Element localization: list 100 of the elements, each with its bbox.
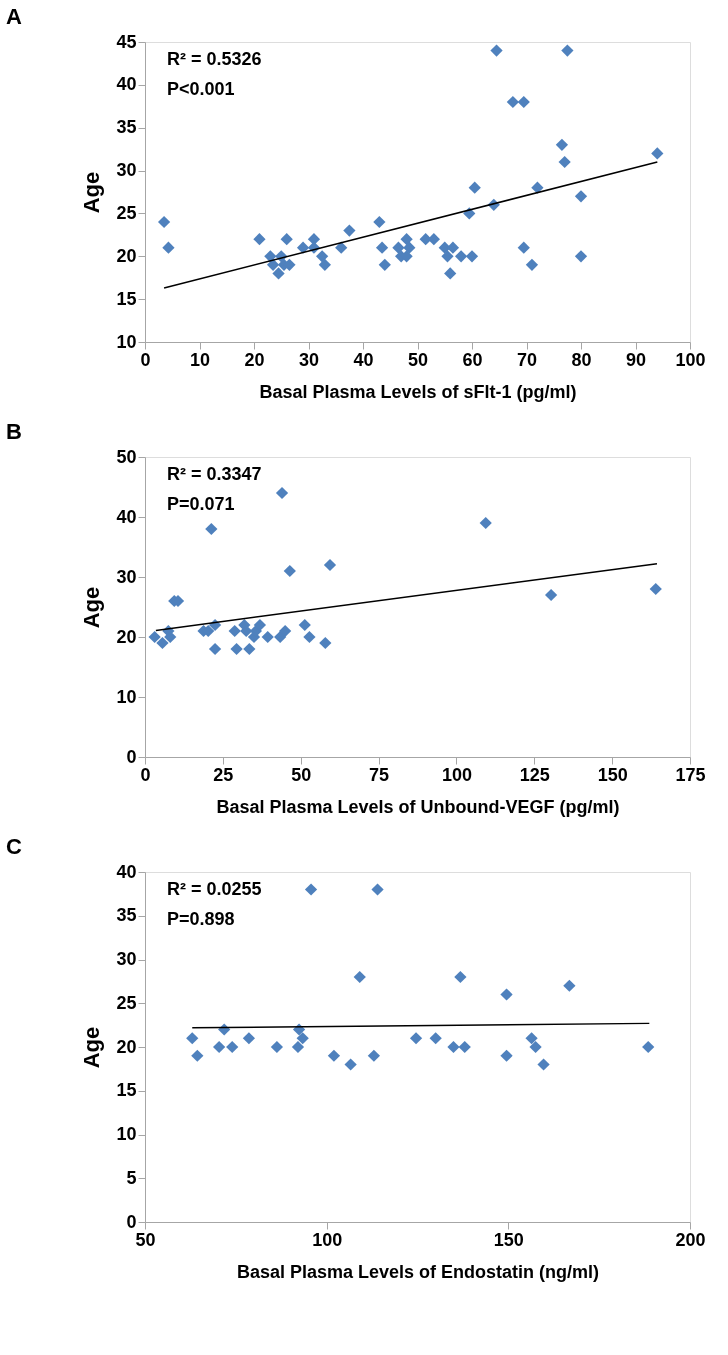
point (555, 138, 569, 151)
point (226, 1040, 239, 1054)
point (531, 181, 544, 194)
y-tick-label: 10 (116, 1124, 137, 1144)
point (441, 250, 454, 263)
point (403, 241, 416, 254)
point (409, 1032, 423, 1045)
y-tick-label: 25 (116, 202, 137, 223)
y-axis-title: Age (79, 171, 105, 214)
point (280, 233, 293, 246)
point (529, 1040, 542, 1054)
y-tick-label: 5 (126, 1167, 137, 1188)
point (327, 1049, 341, 1062)
point (561, 44, 574, 57)
point (574, 190, 588, 203)
x-tick-label: 70 (516, 349, 538, 370)
point (148, 630, 161, 644)
point (213, 1040, 226, 1054)
x-tick-label: 150 (597, 764, 628, 785)
x-tick-label: 200 (675, 1229, 706, 1250)
point (335, 241, 348, 254)
x-tick-label: 80 (571, 349, 592, 370)
point (283, 564, 296, 578)
point (296, 1032, 309, 1045)
point (642, 1040, 655, 1054)
x-tick-label: 0 (140, 764, 151, 785)
point (454, 250, 468, 263)
x-tick-label: 100 (441, 764, 472, 785)
point (344, 1058, 357, 1071)
y-axis-title: Age (79, 586, 105, 629)
chart-title: C (5, 834, 22, 859)
annotation: R² = 0.5326 (167, 49, 262, 69)
point (323, 558, 337, 572)
point (490, 44, 503, 57)
point (537, 1058, 550, 1071)
y-tick-label: 40 (116, 74, 137, 95)
x-tick-label: 60 (462, 349, 483, 370)
point (298, 618, 311, 632)
point (319, 636, 332, 650)
y-tick-label: 20 (116, 1036, 137, 1057)
point (242, 1032, 256, 1045)
point (506, 95, 519, 109)
point (558, 155, 571, 169)
point (651, 147, 664, 160)
y-tick-label: 0 (126, 746, 137, 767)
point (243, 642, 256, 656)
y-tick-label: 15 (116, 1080, 137, 1101)
x-axis-title: Basal Plasma Levels of Unbound-VEGF (pg/ml) (216, 796, 620, 817)
point (208, 642, 222, 656)
point (303, 630, 316, 644)
x-tick-label: 125 (519, 764, 550, 785)
annotation: P<0.001 (167, 79, 235, 99)
point (479, 516, 492, 530)
point (156, 636, 169, 650)
x-tick-label: 90 (625, 349, 647, 370)
point (353, 970, 366, 984)
x-tick-label: 40 (353, 349, 374, 370)
point (444, 267, 457, 280)
chart-title: B (5, 419, 22, 444)
x-tick-label: 50 (407, 349, 429, 370)
point (253, 233, 266, 246)
y-tick-label: 15 (116, 288, 137, 309)
point (191, 1049, 204, 1062)
point (446, 241, 460, 254)
y-tick-label: 20 (116, 245, 137, 266)
point (563, 979, 576, 992)
point (307, 233, 321, 246)
point (253, 618, 267, 632)
point (458, 1040, 471, 1054)
x-axis-title: Basal Plasma Levels of Endostatin (ng/ml) (236, 1261, 600, 1282)
x-tick-label: 175 (675, 764, 706, 785)
x-tick-label: 75 (369, 764, 390, 785)
point (447, 1040, 460, 1054)
point (517, 95, 530, 109)
y-tick-label: 30 (116, 949, 137, 969)
x-tick-label: 20 (244, 349, 265, 370)
x-axis-title: Basal Plasma Levels of sFlt-1 (pg/ml) (259, 381, 577, 402)
point (279, 624, 292, 638)
point (378, 258, 391, 271)
point (270, 1040, 284, 1054)
point (371, 883, 384, 896)
point (291, 1040, 305, 1054)
point (500, 1049, 513, 1062)
annotation: P=0.898 (167, 909, 235, 929)
y-tick-label: 10 (116, 686, 137, 707)
x-tick-label: 10 (189, 349, 211, 370)
point (261, 630, 274, 644)
point (296, 241, 310, 254)
point (544, 588, 558, 602)
point (400, 233, 413, 246)
point (266, 258, 280, 271)
y-tick-label: 30 (116, 160, 137, 181)
y-tick-label: 10 (116, 331, 137, 352)
point (375, 241, 389, 254)
point (649, 582, 662, 596)
y-axis-title: Age (79, 1026, 105, 1069)
annotation: R² = 0.0255 (167, 879, 262, 899)
x-tick-label: 25 (213, 764, 234, 785)
point (465, 250, 479, 263)
point (454, 970, 467, 984)
